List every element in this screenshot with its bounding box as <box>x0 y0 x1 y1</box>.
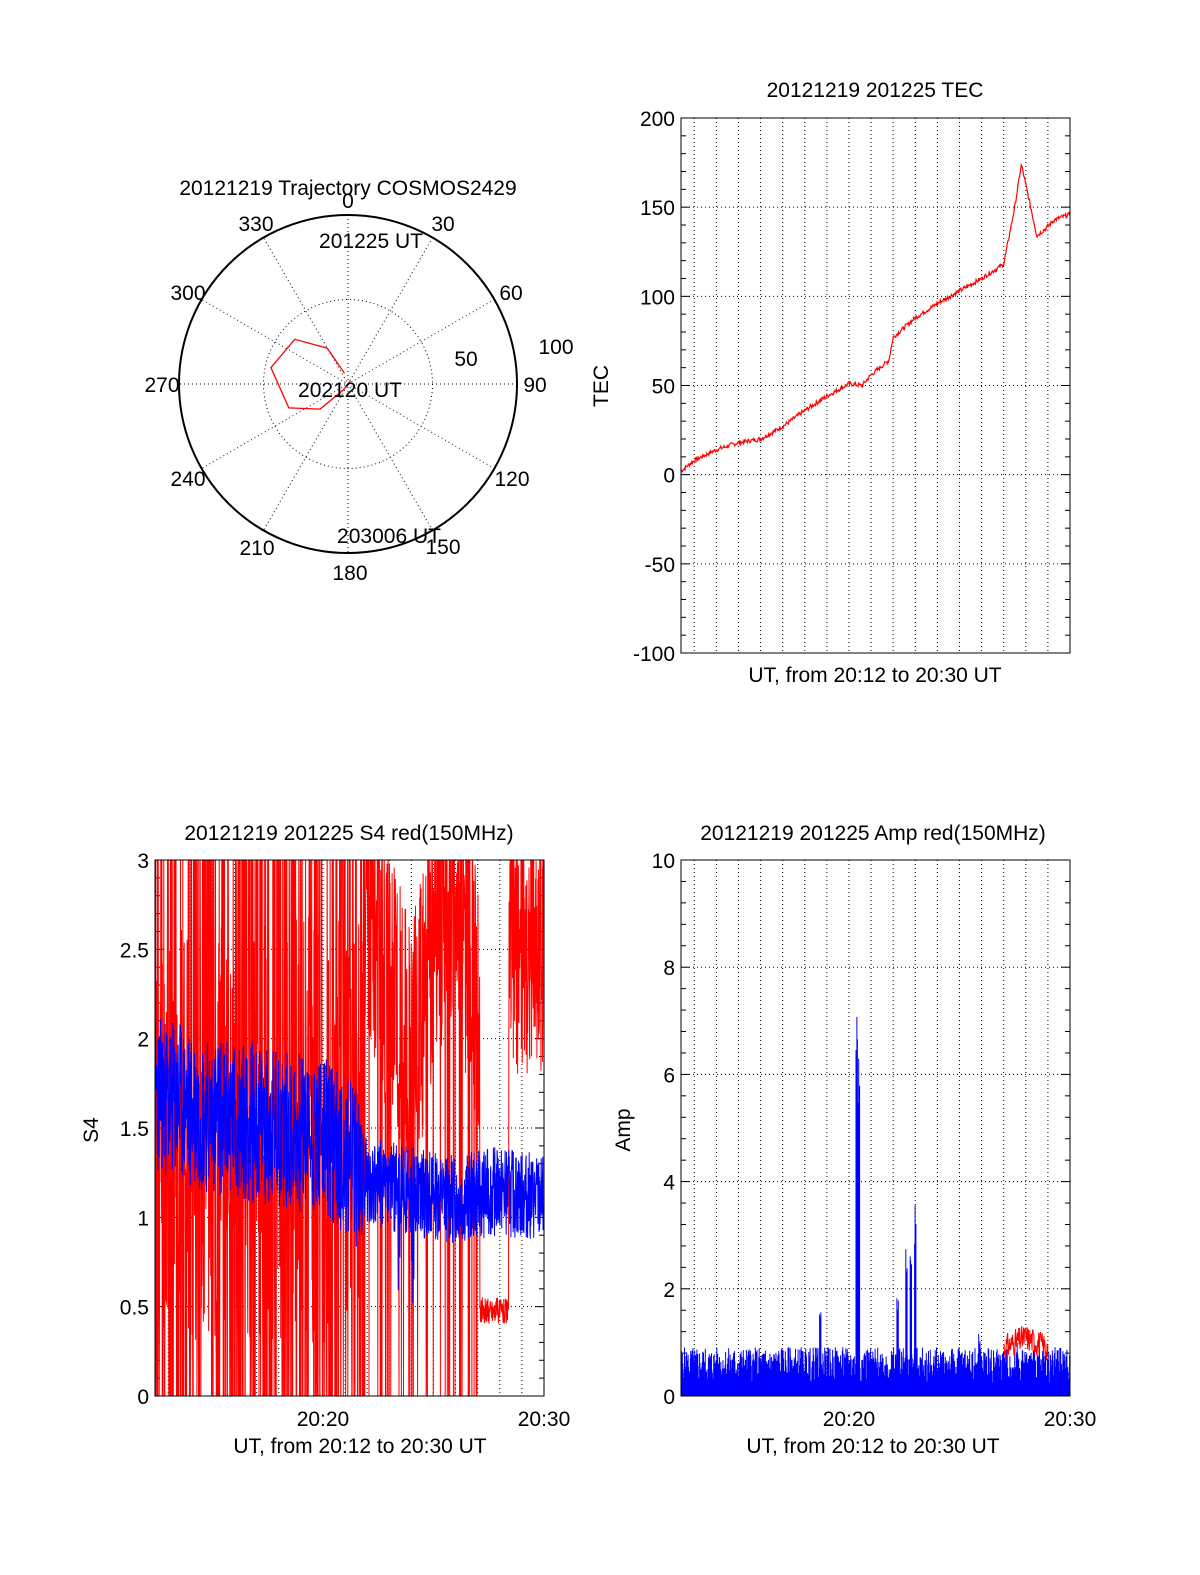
polar-angle-label: 240 <box>170 468 205 491</box>
tec-chart: 20121219 201225 TEC -100-50050100150200 … <box>590 79 1071 687</box>
polar-start-label: 201225 UT <box>319 230 423 253</box>
amp-y-tick-label: 2 <box>663 1279 675 1302</box>
s4-y-label: S4 <box>80 1117 103 1143</box>
s4-y-tick-label: 1.5 <box>120 1118 149 1141</box>
s4-blue-line <box>155 1019 544 1304</box>
tec-y-tick-labels: -100 -50 0 50 100 150 200 <box>633 108 675 666</box>
s4-y-tick-label: 0 <box>137 1386 149 1409</box>
polar-angle-labels: 0 30 60 90 120 150 180 210 240 270 300 330 <box>144 190 546 585</box>
tec-grid <box>681 117 1070 654</box>
polar-radial-label-100: 100 <box>538 336 573 359</box>
amp-chart: 20121219 201225 Amp red(150MHz) 0246810 … <box>612 822 1096 1458</box>
tec-y-tick-label: -100 <box>633 643 675 666</box>
s4-x-tick-labels: 20:20 20:30 <box>297 1408 571 1431</box>
amp-y-tick-label: 10 <box>652 850 675 873</box>
s4-red-line <box>155 860 544 1396</box>
amp-red-line <box>1003 1326 1049 1361</box>
tec-series <box>680 162 1071 473</box>
amp-y-tick-label: 6 <box>663 1064 675 1087</box>
amp-plot-frame <box>680 859 1071 1397</box>
polar-angle-label: 60 <box>499 282 522 305</box>
amp-x-label: UT, from 20:12 to 20:30 UT <box>746 1435 999 1458</box>
tec-line <box>680 162 1071 473</box>
polar-end-label: 203006 UT <box>337 525 441 548</box>
s4-title: 20121219 201225 S4 red(150MHz) <box>184 822 513 845</box>
polar-angle-label: 150 <box>425 536 460 559</box>
polar-angle-label: 210 <box>239 537 274 560</box>
s4-chart: 20121219 201225 S4 red(150MHz) 0 0.5 1 1.5 2… <box>80 822 571 1458</box>
polar-angle-label: 330 <box>238 213 273 236</box>
tec-y-tick-label: 0 <box>663 465 675 488</box>
s4-x-label: UT, from 20:12 to 20:30 UT <box>233 1435 486 1458</box>
polar-angle-label: 0 <box>342 190 354 213</box>
polar-angle-label: 90 <box>523 374 546 397</box>
s4-y-tick-label: 2.5 <box>120 939 149 962</box>
polar-angle-label: 300 <box>170 282 205 305</box>
amp-x-tick-label: 20:20 <box>823 1408 876 1431</box>
amp-y-label: Amp <box>612 1108 635 1151</box>
polar-title: 20121219 Trajectory COSMOS2429 <box>179 177 516 200</box>
s4-y-tick-label: 3 <box>137 850 149 873</box>
tec-plot-frame <box>680 117 1071 654</box>
amp-title: 20121219 201225 Amp red(150MHz) <box>700 822 1046 845</box>
polar-outer-ring <box>178 214 518 554</box>
tec-x-label: UT, from 20:12 to 20:30 UT <box>748 664 1001 687</box>
amp-y-tick-label: 0 <box>663 1386 675 1409</box>
amp-x-tick-label: 20:30 <box>1044 1408 1097 1431</box>
tec-y-tick-label: 100 <box>640 286 675 309</box>
polar-trajectory-chart: 20121219 Trajectory COSMOS2429 0 30 60 90 12… <box>144 177 573 585</box>
amp-y-tick-label: 8 <box>663 957 675 980</box>
polar-trajectory-line <box>270 338 351 410</box>
polar-angle-label: 120 <box>494 468 529 491</box>
polar-angle-label: 180 <box>332 562 367 585</box>
amp-grid <box>681 859 1070 1397</box>
s4-y-tick-label: 1 <box>137 1207 149 1230</box>
polar-center-label: 202120 UT <box>298 379 402 402</box>
s4-x-tick-label: 20:30 <box>518 1408 571 1431</box>
s4-y-tick-labels: 0 0.5 1 1.5 2 2.5 3 <box>120 850 149 1409</box>
polar-angle-label: 30 <box>431 213 454 236</box>
s4-x-tick-label: 20:20 <box>297 1408 350 1431</box>
s4-series <box>155 860 544 1396</box>
polar-trajectory-series <box>270 338 351 410</box>
tec-y-tick-label: -50 <box>645 554 675 577</box>
amp-y-tick-labels: 0 2 4 6 8 10 <box>652 850 676 1409</box>
amp-series <box>680 1016 1071 1396</box>
tec-y-label: TEC <box>590 365 613 407</box>
polar-radial-label-50: 50 <box>454 348 477 371</box>
tec-title: 20121219 201225 TEC <box>767 79 984 102</box>
tec-y-tick-label: 200 <box>640 108 675 131</box>
tec-y-tick-label: 150 <box>640 197 675 220</box>
s4-y-tick-label: 2 <box>137 1029 149 1052</box>
polar-angle-label: 270 <box>144 374 179 397</box>
amp-y-tick-label: 4 <box>663 1172 675 1195</box>
tec-y-tick-label: 50 <box>652 376 675 399</box>
s4-plot-frame <box>154 859 545 1397</box>
amp-x-tick-labels: 20:20 20:30 <box>823 1408 1097 1431</box>
s4-y-tick-label: 0.5 <box>120 1297 149 1320</box>
